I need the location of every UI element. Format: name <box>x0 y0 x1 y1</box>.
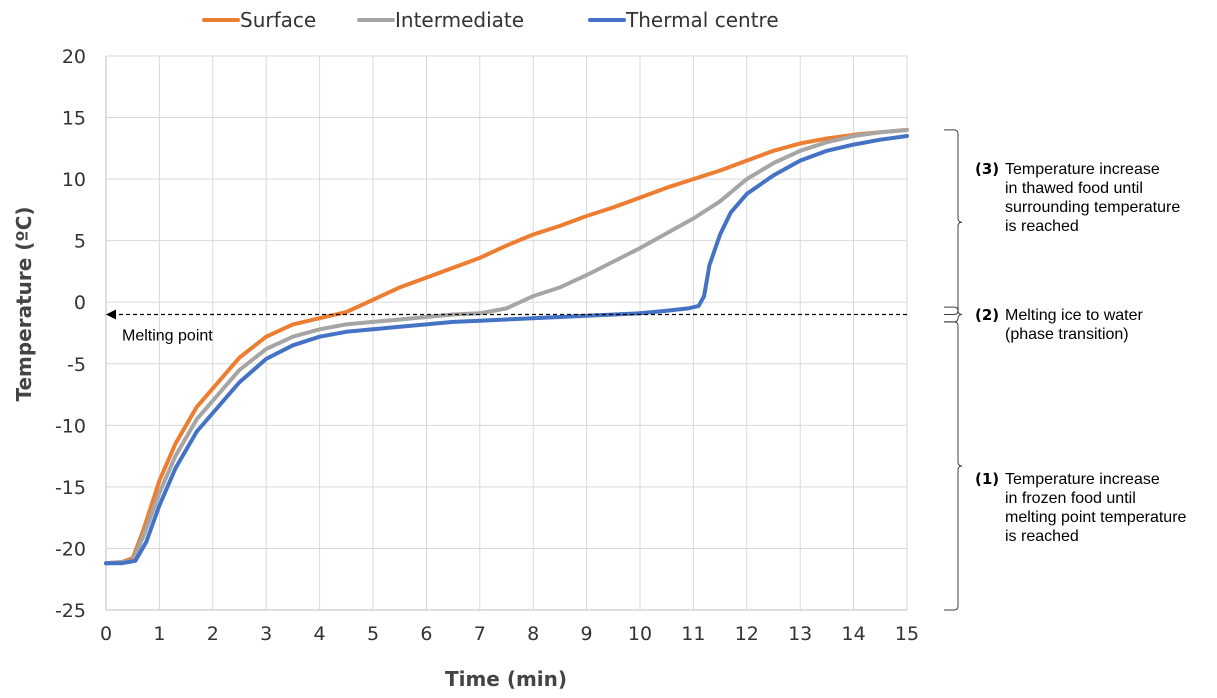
annotation-thawed-line: is reached <box>1005 218 1079 235</box>
annotations: (3) Temperature increase in thawed food un… <box>944 129 1187 611</box>
x-tick-label: 8 <box>527 623 539 645</box>
x-tick-label: 10 <box>628 623 652 645</box>
legend-label: Thermal centre <box>625 8 779 32</box>
annotation-thawed-number: (3) <box>975 160 999 178</box>
y-tick-label: -10 <box>55 415 86 437</box>
x-tick-label: 5 <box>367 623 379 645</box>
y-axis-title: Temperature (ºC) <box>12 206 36 401</box>
annotation-thawed-line: in thawed food until <box>1005 180 1143 197</box>
x-tick-label: 12 <box>735 623 759 645</box>
annotation-thawed-line: surrounding temperature <box>1005 199 1180 216</box>
legend: Surface Intermediate Thermal centre <box>202 8 779 32</box>
annotation-frozen-bracket <box>944 321 963 611</box>
annotation-frozen-line: Temperature increase <box>1005 471 1160 488</box>
legend-item: Thermal centre <box>588 8 779 32</box>
y-tick-label: 0 <box>74 292 86 314</box>
y-tick-label: -15 <box>55 477 86 499</box>
x-tick-label: 0 <box>100 623 112 645</box>
x-tick-label: 3 <box>260 623 272 645</box>
y-tick-label: 5 <box>74 231 86 253</box>
series-line-surface <box>104 127 909 566</box>
annotation-frozen-line: is reached <box>1005 528 1079 545</box>
y-tick-label: 10 <box>62 169 86 191</box>
annotation-phase-transition-line: Melting ice to water <box>1005 307 1144 324</box>
y-tick-label: 20 <box>62 46 86 68</box>
x-axis-title: Time (min) <box>445 667 567 691</box>
legend-label: Intermediate <box>395 8 524 32</box>
annotation-frozen-line: melting point temperature <box>1005 509 1187 526</box>
annotation-frozen-number: (1) <box>975 470 999 488</box>
axes: 0 1 2 3 4 5 6 7 8 9 10 11 12 13 14 15-25-20-15-10-50510… <box>55 46 919 645</box>
y-tick-label: -20 <box>55 538 86 560</box>
x-tick-label: 9 <box>581 623 593 645</box>
y-tick-label: -25 <box>55 600 86 622</box>
annotation-phase-transition-bracket <box>944 306 963 323</box>
x-tick-label: 6 <box>420 623 432 645</box>
x-tick-label: 15 <box>895 623 919 645</box>
melting-point-line: Melting point <box>106 309 907 345</box>
x-tick-label: 4 <box>314 623 326 645</box>
x-tick-label: 11 <box>681 623 705 645</box>
legend-item: Intermediate <box>357 8 524 32</box>
series-line-thermal-centre <box>104 134 909 566</box>
series-lines <box>104 127 909 566</box>
y-tick-label: 15 <box>62 108 86 130</box>
annotation-frozen: (1) Temperature increase in frozen food un… <box>975 470 1187 545</box>
annotation-phase-transition: (2) Melting ice to water (phase transition… <box>975 306 1144 343</box>
annotation-phase-transition-line: (phase transition) <box>1005 326 1129 343</box>
annotation-phase-transition-number: (2) <box>975 306 999 324</box>
x-tick-label: 14 <box>842 623 866 645</box>
grid <box>105 55 908 611</box>
x-tick-label: 7 <box>474 623 486 645</box>
legend-item: Surface <box>202 8 316 32</box>
x-tick-label: 2 <box>207 623 219 645</box>
x-tick-label: 13 <box>788 623 812 645</box>
y-tick-label: -5 <box>67 354 86 376</box>
x-tick-label: 1 <box>153 623 165 645</box>
melting-point-label: Melting point <box>122 328 213 345</box>
legend-label: Surface <box>240 8 316 32</box>
series-line-intermediate <box>104 127 909 566</box>
annotation-thawed: (3) Temperature increase in thawed food un… <box>975 160 1180 235</box>
melting-point-arrowhead <box>106 309 116 320</box>
annotation-thawed-bracket <box>944 129 963 316</box>
annotation-thawed-line: Temperature increase <box>1005 161 1160 178</box>
annotation-frozen-line: in frozen food until <box>1005 490 1136 507</box>
